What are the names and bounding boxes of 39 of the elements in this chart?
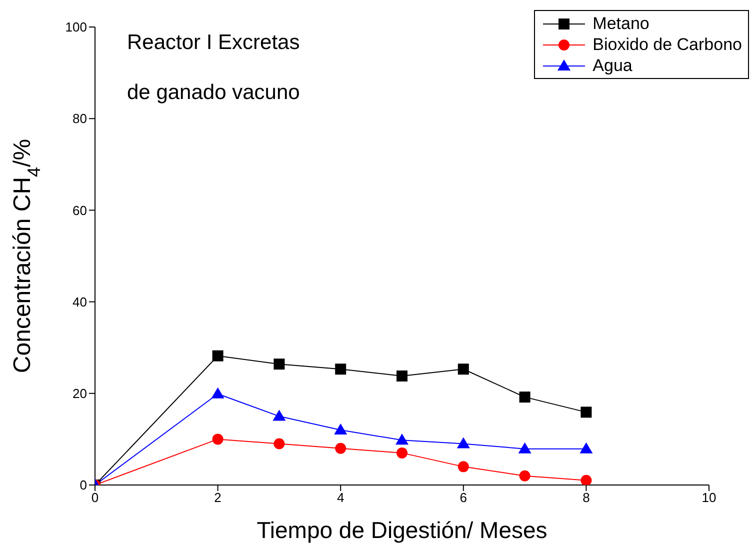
point — [518, 442, 532, 454]
y-tick-label: 80 — [72, 111, 87, 126]
point — [396, 434, 408, 445]
point — [580, 442, 593, 454]
point — [274, 438, 285, 450]
x-tick-label: 6 — [460, 490, 468, 506]
annotation: Reactor I Excretas — [127, 31, 300, 54]
x-tick-label: 10 — [702, 490, 716, 506]
point — [519, 470, 530, 482]
y-tick-label: 60 — [72, 202, 87, 218]
point — [396, 447, 408, 458]
x-tick-label: 0 — [91, 490, 99, 506]
point — [211, 387, 224, 398]
point — [212, 434, 224, 445]
point — [396, 370, 408, 382]
point — [580, 474, 592, 485]
x-tick-label: 8 — [582, 490, 590, 506]
point — [212, 350, 224, 362]
point — [580, 406, 592, 418]
x-tick-label: 4 — [336, 490, 344, 506]
point — [458, 364, 469, 375]
y-tick-label: 20 — [72, 386, 87, 402]
y-tick-label: 100 — [65, 20, 87, 35]
legend-label: Metano — [592, 14, 650, 34]
point — [458, 461, 469, 472]
point — [334, 424, 348, 435]
point — [274, 358, 285, 370]
point — [519, 392, 530, 403]
point — [335, 442, 346, 454]
annotation: de ganado vacuno — [127, 81, 300, 104]
y-tick-label: 40 — [72, 294, 87, 310]
x-tick-label: 2 — [214, 490, 222, 506]
point — [335, 364, 346, 375]
point — [456, 437, 470, 448]
x-axis-title: Tiempo de Digestión/ Meses — [256, 517, 548, 543]
point — [272, 410, 286, 421]
legend-label: Agua — [592, 56, 632, 76]
y-tick-label: 0 — [80, 478, 87, 493]
legend-label: Bioxido de Carbono — [592, 34, 742, 54]
